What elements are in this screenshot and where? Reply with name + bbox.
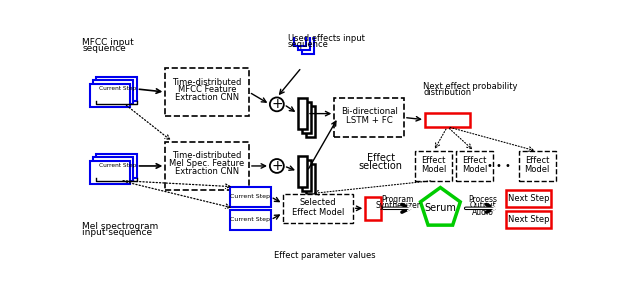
Bar xyxy=(96,77,136,101)
Text: Selected: Selected xyxy=(300,199,336,207)
Text: Effect: Effect xyxy=(462,156,486,165)
Bar xyxy=(506,211,551,228)
Text: Model: Model xyxy=(525,165,550,174)
Text: input sequence: input sequence xyxy=(83,228,152,237)
Bar xyxy=(365,197,381,220)
Bar xyxy=(93,81,134,104)
Bar xyxy=(294,24,307,46)
Bar xyxy=(230,187,271,207)
Text: Effect: Effect xyxy=(525,156,549,165)
Text: Time-distributed: Time-distributed xyxy=(172,77,242,87)
Text: Time-distributed: Time-distributed xyxy=(172,152,242,160)
Text: Current Step: Current Step xyxy=(99,86,136,92)
Text: Current Step: Current Step xyxy=(99,163,136,168)
Bar xyxy=(283,194,353,223)
Bar xyxy=(518,151,556,181)
Text: +: + xyxy=(271,159,283,173)
Text: Audio: Audio xyxy=(472,208,494,217)
Bar xyxy=(298,28,310,50)
Bar xyxy=(415,151,452,181)
Text: MFCC Feature: MFCC Feature xyxy=(178,85,236,94)
Text: Effect: Effect xyxy=(421,156,445,165)
Bar xyxy=(165,142,249,190)
Text: sequence: sequence xyxy=(83,45,126,53)
Text: Program: Program xyxy=(381,195,414,204)
Text: Synthesizer: Synthesizer xyxy=(375,202,420,210)
Bar xyxy=(96,154,136,178)
Bar xyxy=(301,32,314,54)
Text: Process: Process xyxy=(468,195,497,204)
Text: +: + xyxy=(271,97,283,111)
Text: Effect parameter values: Effect parameter values xyxy=(274,251,376,260)
Bar xyxy=(425,113,470,127)
Text: sequence: sequence xyxy=(288,40,328,49)
Bar xyxy=(506,190,551,207)
Bar xyxy=(298,156,307,187)
Text: Extraction CNN: Extraction CNN xyxy=(175,167,239,176)
Bar xyxy=(93,157,134,181)
Text: Used effects input: Used effects input xyxy=(288,34,365,43)
Bar xyxy=(305,164,315,195)
Text: Model: Model xyxy=(420,165,446,174)
Text: Next Step: Next Step xyxy=(508,215,550,224)
Text: Serum: Serum xyxy=(424,203,456,213)
Text: Current Step: Current Step xyxy=(230,217,271,222)
Text: Bi-directional: Bi-directional xyxy=(340,107,397,116)
Text: LSTM + FC: LSTM + FC xyxy=(346,116,392,125)
Bar xyxy=(90,160,131,184)
Bar xyxy=(298,98,307,129)
Bar xyxy=(230,210,271,230)
Text: Effect: Effect xyxy=(367,153,395,163)
Bar xyxy=(305,106,315,137)
Text: Extraction CNN: Extraction CNN xyxy=(175,93,239,102)
Text: Output: Output xyxy=(470,202,497,210)
Text: Model: Model xyxy=(462,165,487,174)
Text: Next effect probability: Next effect probability xyxy=(423,82,518,91)
Text: distribution: distribution xyxy=(423,88,472,97)
Bar xyxy=(165,68,249,116)
Text: Mel spectrogram: Mel spectrogram xyxy=(83,221,159,231)
Bar xyxy=(301,102,311,133)
Bar xyxy=(90,84,131,107)
Text: Next Step: Next Step xyxy=(508,194,550,203)
Text: • • •: • • • xyxy=(487,161,511,171)
Text: Mel Spec. Feature: Mel Spec. Feature xyxy=(170,159,244,168)
Bar xyxy=(301,160,311,191)
Bar xyxy=(334,98,404,137)
Text: Current Step: Current Step xyxy=(230,194,271,199)
Text: selection: selection xyxy=(358,161,403,171)
Bar xyxy=(456,151,493,181)
Polygon shape xyxy=(420,188,460,225)
Text: MFCC input: MFCC input xyxy=(83,38,134,47)
Text: Effect Model: Effect Model xyxy=(292,208,344,217)
